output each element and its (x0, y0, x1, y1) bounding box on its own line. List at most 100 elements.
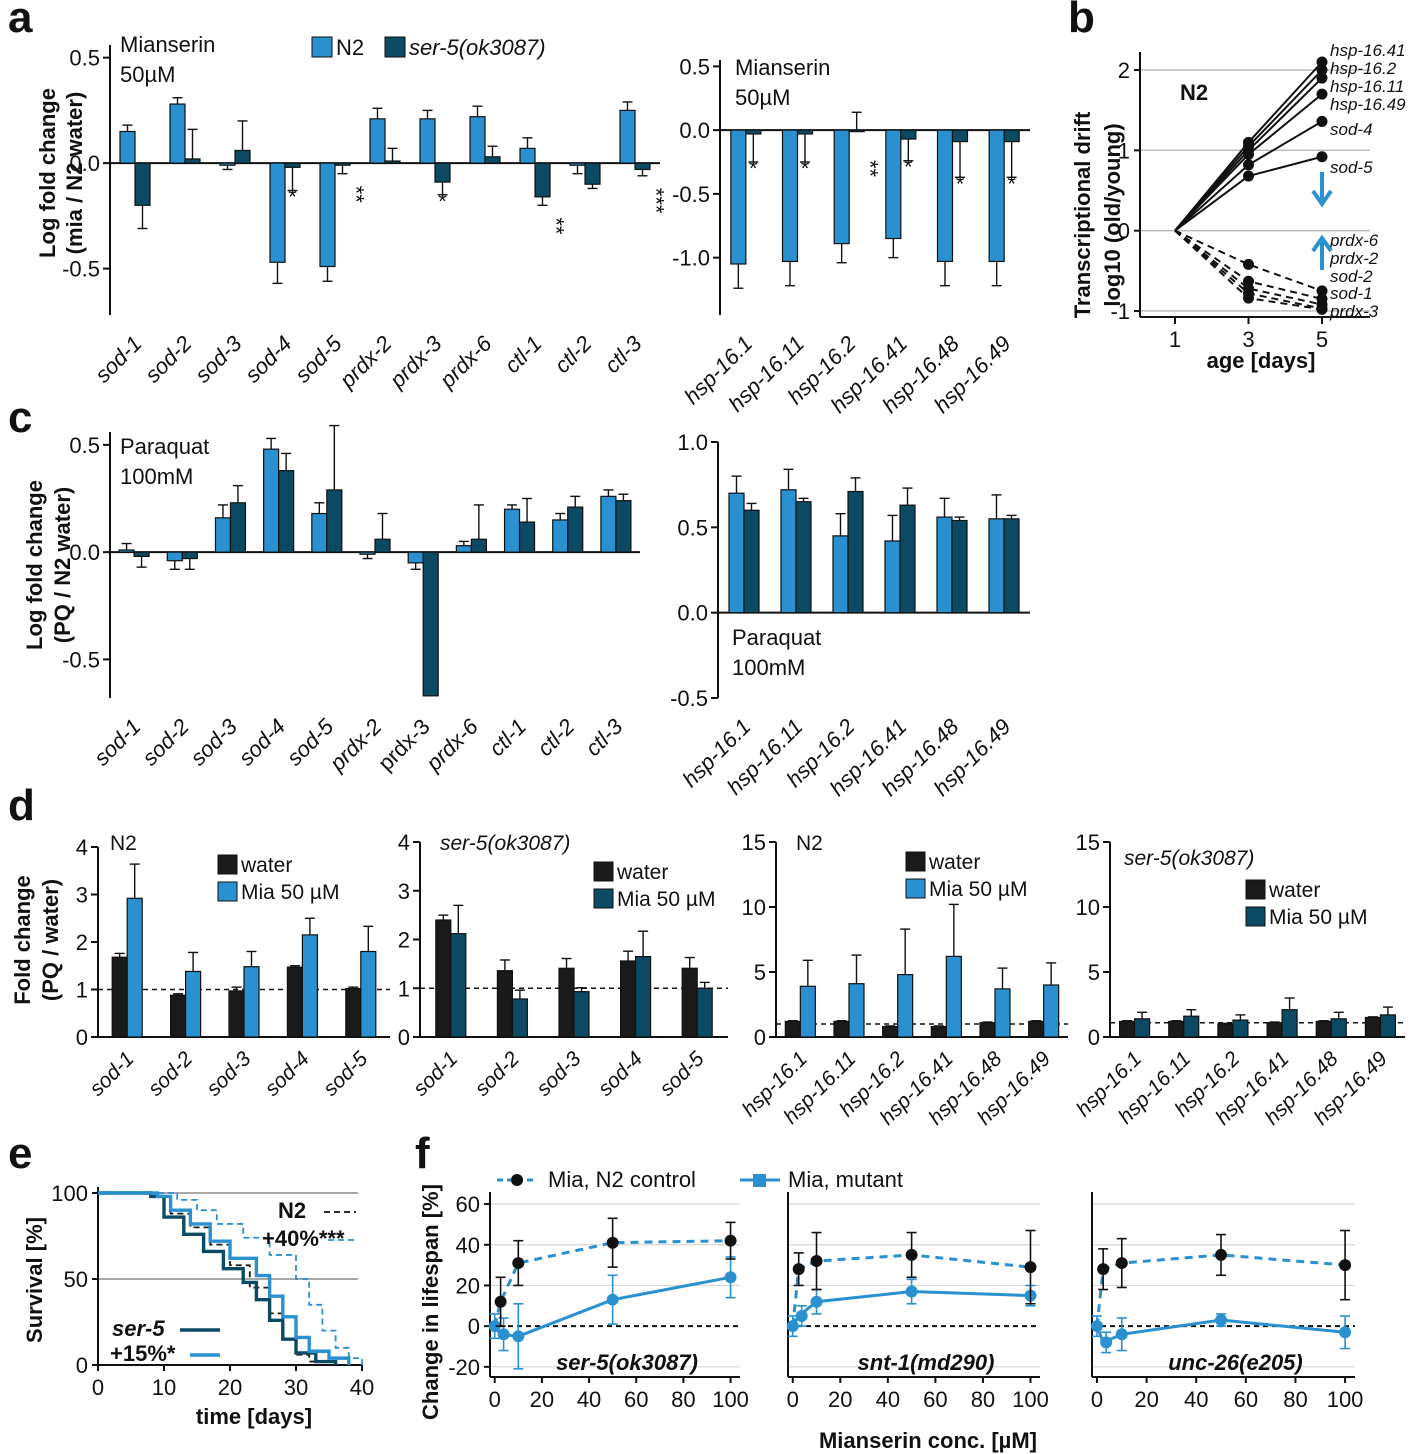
data-point-sod-4 (1316, 115, 1328, 127)
x-tick-label: 80 (671, 1387, 695, 1412)
category-label: sod-3 (185, 713, 242, 770)
bar-ser-5(ok3087)-hsp-16.49 (1003, 129, 1020, 143)
y-tick-label: -1 (1110, 299, 1130, 324)
annotation-text: 100mM (120, 464, 193, 489)
bar-ser-5(ok3087)-sod-4 (278, 470, 295, 553)
bar-water-hsp-16.48 (1315, 1020, 1332, 1038)
y-tick-label: 2 (1118, 58, 1130, 83)
bar-water-sod-1 (111, 956, 128, 1038)
bar-Mia 50 µM-hsp-16.2 (1232, 1019, 1249, 1038)
subpanel-snt-1(md290): 0 20 40 60 80 100 snt-1(md290) (787, 1192, 1049, 1412)
y-tick-label: 4 (76, 835, 88, 860)
legend-marker-mutant (753, 1174, 766, 1187)
control-point (1215, 1248, 1228, 1261)
mutant-point (497, 1328, 510, 1341)
x-tick-label: 20 (218, 1375, 242, 1400)
bar-Mia 50 µM-hsp-16.1 (799, 985, 816, 1038)
significance-mark: ** (544, 217, 569, 235)
control-point (792, 1263, 805, 1276)
annotation-text: 50µM (120, 62, 175, 87)
control-point (1339, 1259, 1352, 1272)
bar-ser-5(ok3087)-hsp-16.48 (951, 129, 969, 143)
category-label: sod-4 (234, 714, 291, 771)
bar-Mia 50 µM-sod-3 (243, 966, 260, 1038)
y-tick-label: 0.0 (69, 540, 100, 565)
significance-mark: ** (858, 160, 883, 178)
bar-ser-5(ok3087)-hsp-16.41 (899, 504, 916, 614)
bar-N2-sod-2 (169, 103, 186, 164)
legend-swatch (593, 888, 614, 909)
x-axis-label: age [days] (1207, 348, 1316, 373)
bar-Mia 50 µM-sod-4 (301, 934, 318, 1038)
significance-mark: * (438, 189, 447, 214)
significance-mark: *** (644, 188, 669, 214)
bar-N2-hsp-16.2 (833, 129, 850, 245)
y-tick-label: 0 (754, 1025, 766, 1050)
x-tick-label: 5 (1316, 327, 1328, 352)
legend-label: Mia 50 µM (1269, 906, 1367, 929)
y-tick-label: 0.0 (677, 601, 708, 626)
y-tick-label: 1.0 (677, 430, 708, 455)
series-label-hsp-16.11: hsp-16.11 (1330, 77, 1404, 96)
y-tick-label: 0.5 (677, 515, 708, 540)
annotation-text: N2 (1180, 80, 1208, 105)
control-point (810, 1255, 823, 1268)
bar-N2-hsp-16.2 (832, 535, 849, 614)
bar-N2-ctl-2 (569, 162, 586, 166)
significance-mark: * (801, 156, 810, 181)
annotation-text: N2 (110, 832, 137, 855)
category-label: prdx-3 (373, 714, 435, 776)
bar-N2-hsp-16.1 (730, 129, 747, 265)
y-tick-label: 5 (754, 960, 766, 985)
bar-ser-5(ok3087)-sod-2 (181, 551, 198, 560)
subpanel-title: ser-5(ok3087) (556, 1350, 698, 1375)
bar-ser-5(ok3087)-prdx-2 (374, 538, 391, 553)
category-label: ctl-2 (532, 714, 579, 761)
bar-N2-sod-4 (269, 162, 286, 263)
bar-Mia 50 µM-hsp-16.48 (1330, 1018, 1347, 1038)
panel-letter-b: b (1068, 0, 1095, 42)
x-tick-label: 100 (712, 1387, 749, 1412)
y-tick-label: 3 (398, 879, 410, 904)
bar-N2-prdx-3 (407, 551, 424, 564)
panel-letter-f: f (415, 1129, 430, 1178)
legend-label-mutant: ser-5(ok3087) (409, 35, 546, 60)
mutant-point (795, 1309, 808, 1322)
annotation-text: ser-5(ok3087) (440, 832, 570, 855)
bar-ser-5(ok3087)-sod-4 (284, 162, 301, 168)
y-tick-label: 0 (76, 1025, 88, 1050)
bar-Mia 50 µM-hsp-16.11 (848, 983, 865, 1038)
bar-N2-sod-1 (119, 130, 136, 164)
y-tick-label: 0 (398, 1025, 410, 1050)
y-tick-label: -0.5 (670, 686, 708, 711)
data-point-hsp-16.41 (1316, 56, 1328, 68)
bar-ser-5(ok3087)-hsp-16.1 (745, 129, 762, 135)
y-axis-label: Survival [%] (22, 1217, 47, 1343)
legend-swatch (905, 878, 926, 899)
bar-ser-5(ok3087)-ctl-1 (518, 521, 536, 553)
legend-swatch (217, 854, 238, 875)
bar-N2-prdx-2 (359, 551, 376, 555)
category-label: prdx-3 (384, 330, 447, 393)
subpanel-title: unc-26(e205) (1168, 1350, 1303, 1375)
category-label: ctl-3 (599, 330, 647, 378)
annotation-text: Paraquat (120, 434, 209, 459)
annotation-ser5-effect: +15%* (110, 1341, 176, 1366)
chart-c1: 0.50.0-0.5sod-1sod-2sod-3sod-4sod-5prdx-… (22, 424, 640, 776)
mutant-point (905, 1285, 918, 1298)
annotation-text: N2 (796, 832, 823, 855)
x-tick-label: 0 (92, 1375, 104, 1400)
bar-water-sod-2 (170, 994, 187, 1038)
bar-water-hsp-16.11 (833, 1020, 850, 1038)
data-point-prdx-6 (1243, 258, 1254, 270)
y-tick-label: 40 (456, 1233, 480, 1258)
bar-N2-sod-2 (166, 551, 183, 562)
panel-letter-c: c (8, 393, 32, 442)
arrow-down-icon (1311, 172, 1333, 208)
series-line-prdx-6 (1174, 229, 1323, 292)
category-label: sod-3 (190, 330, 247, 387)
bar-ser-5(ok3087)-prdx-6 (484, 156, 501, 164)
panel-letter-a: a (8, 0, 33, 42)
legend-swatch (217, 881, 238, 902)
bar-ser-5(ok3087)-ctl-2 (584, 162, 601, 185)
